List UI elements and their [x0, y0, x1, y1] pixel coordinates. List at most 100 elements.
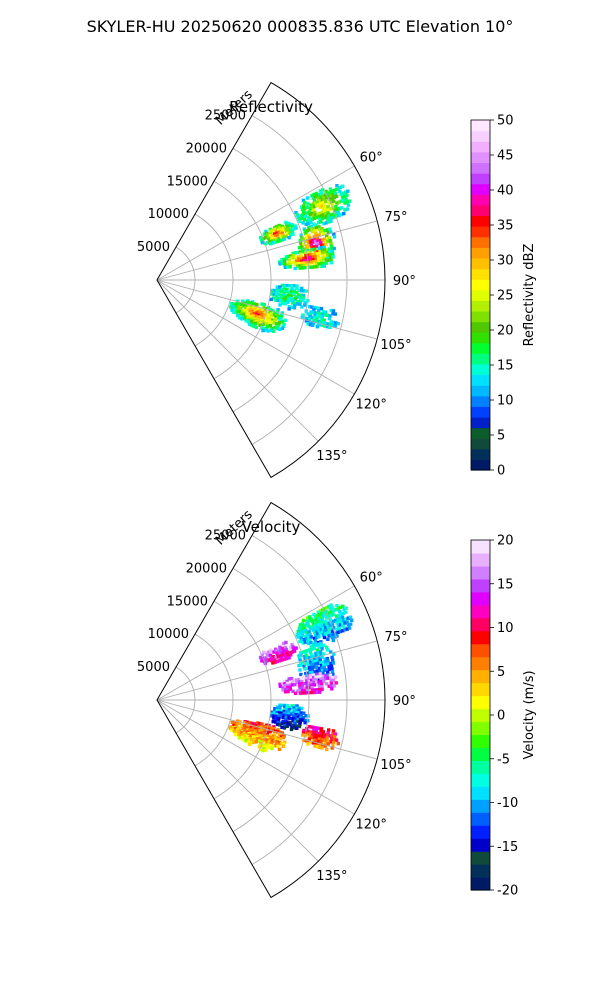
echo-bin	[292, 227, 296, 231]
echo-bin	[283, 318, 287, 322]
echo-bin	[332, 609, 336, 613]
echo-bin	[308, 615, 312, 619]
echo-bin	[315, 648, 320, 652]
echo-bin	[267, 305, 271, 310]
echo-bin	[291, 689, 295, 693]
echo-bin	[278, 721, 283, 725]
echo-bin	[308, 671, 313, 675]
echo-bin	[328, 236, 332, 240]
echo-bin	[343, 201, 347, 205]
range-tick-label: 25000	[205, 529, 246, 544]
azimuth-spoke	[156, 699, 378, 760]
echo-bin	[333, 215, 337, 219]
echo-bin	[300, 633, 305, 637]
echo-bin	[329, 620, 334, 624]
echo-bin	[259, 725, 263, 730]
echo-bin	[322, 635, 327, 640]
echo-bin	[279, 737, 283, 741]
echo-bin	[326, 659, 330, 663]
echo-bin	[280, 326, 285, 330]
azimuth-tick-label: 105°	[380, 338, 411, 353]
echo-bin	[274, 742, 279, 746]
echo-bin	[327, 247, 332, 251]
echo-bin	[290, 650, 294, 654]
echo-bin	[234, 305, 238, 310]
echo-bin	[312, 665, 316, 669]
echo-bin	[289, 712, 294, 716]
echo-bin	[341, 611, 345, 615]
echo-bin	[336, 606, 341, 611]
echo-bin	[317, 628, 321, 633]
echo-bin	[313, 624, 317, 629]
echo-bin	[314, 242, 318, 246]
echo-bin	[291, 225, 295, 229]
echo-bin	[298, 628, 303, 633]
echo-bin	[285, 222, 289, 227]
echo-bin	[285, 722, 290, 726]
echo-bin	[330, 636, 335, 640]
echo-bin	[333, 312, 338, 316]
echo-bin	[343, 208, 347, 212]
echo-bin	[275, 224, 279, 229]
colorbar-tick-label: 5	[497, 429, 505, 444]
echo-bin	[303, 691, 307, 695]
echo-bin	[330, 216, 335, 220]
echo-bin	[283, 688, 288, 692]
echo-bin	[307, 256, 311, 260]
echo-bin	[308, 638, 312, 642]
echo-bin	[299, 631, 304, 635]
echo-bin	[326, 313, 330, 318]
echo-bin	[321, 312, 325, 317]
echo-bin	[313, 670, 317, 674]
echo-bin	[311, 255, 316, 259]
echo-bin	[264, 306, 268, 311]
echo-bin	[282, 291, 286, 296]
echo-bin	[269, 314, 274, 318]
echo-bin	[318, 312, 323, 316]
echo-bin	[316, 742, 320, 746]
echo-bin	[245, 311, 249, 315]
colorbar-segment	[471, 459, 490, 471]
echo-bin	[279, 293, 284, 297]
echo-bin	[301, 204, 306, 208]
echo-bin	[316, 661, 321, 666]
echo-bin	[313, 204, 317, 209]
echo-bin	[313, 690, 317, 695]
echo-bin	[281, 297, 286, 302]
echo-bin	[262, 741, 266, 745]
echo-bin	[269, 229, 273, 233]
colorbar-segment	[471, 448, 490, 460]
echo-bin	[287, 258, 292, 263]
echo-bin	[321, 660, 325, 664]
echo-bin	[281, 226, 285, 231]
echo-bin	[341, 622, 345, 626]
echo-bin	[297, 654, 301, 658]
echo-bin	[285, 224, 290, 229]
echo-bin	[318, 205, 322, 209]
echo-bin	[232, 310, 236, 315]
echo-bin	[331, 672, 335, 677]
echo-bin	[284, 234, 288, 239]
echo-bin	[314, 654, 319, 658]
echo-bin	[281, 688, 285, 692]
echo-bin	[271, 744, 275, 749]
echo-bin	[341, 604, 345, 608]
echo-bin	[292, 290, 296, 294]
echo-bin	[300, 638, 304, 643]
radar-panel-velocity: Velocity60°75°90°105°120°135°50001000015…	[137, 501, 537, 899]
echo-bin	[306, 312, 310, 316]
echo-bin	[306, 729, 311, 734]
echo-bin	[276, 736, 281, 740]
echo-bin	[302, 261, 307, 265]
echo-bin	[327, 207, 331, 212]
echo-bin	[321, 677, 326, 681]
echo-bin	[311, 730, 316, 735]
echo-bin	[330, 670, 335, 674]
echo-bin	[262, 650, 266, 655]
echo-bin	[286, 298, 290, 302]
echo-bin	[314, 739, 319, 743]
echo-bin	[299, 677, 304, 681]
echo-bin	[289, 727, 294, 732]
echo-bin	[306, 742, 310, 746]
echo-bin	[302, 711, 306, 715]
